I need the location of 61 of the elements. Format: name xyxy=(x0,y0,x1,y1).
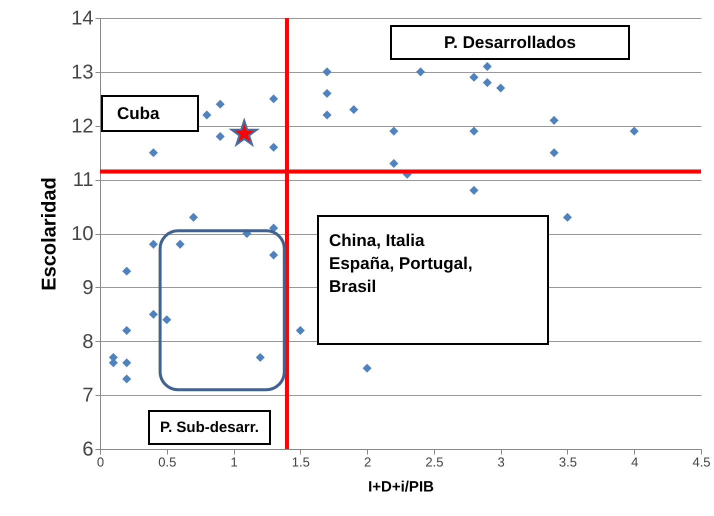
point xyxy=(269,250,278,260)
point xyxy=(122,266,132,276)
point xyxy=(122,358,132,368)
x-axis-title: I+D+i/PIB xyxy=(368,478,434,496)
y-tick-label: 12 xyxy=(71,115,94,138)
point xyxy=(148,310,158,319)
y-tick-label: 8 xyxy=(82,330,94,353)
point xyxy=(148,240,158,249)
point xyxy=(216,132,225,141)
point xyxy=(202,110,212,120)
point xyxy=(496,84,506,93)
point xyxy=(176,240,185,249)
point xyxy=(162,315,172,324)
point xyxy=(630,126,639,136)
point xyxy=(122,374,132,384)
point xyxy=(550,148,559,158)
text-box: P. Desarrollados xyxy=(390,25,630,60)
text-box: P. Sub-desarr. xyxy=(148,410,271,445)
y-tick-label: 10 xyxy=(71,223,94,245)
point xyxy=(550,116,559,125)
point xyxy=(322,110,332,120)
x-tick-label: 0.5 xyxy=(158,454,176,470)
x-tick-label: 3.5 xyxy=(558,454,577,470)
point xyxy=(322,88,332,98)
x-tick-label: 0 xyxy=(96,454,104,470)
point xyxy=(269,94,278,104)
point xyxy=(562,212,572,222)
point xyxy=(122,326,132,335)
point xyxy=(216,100,225,109)
point xyxy=(389,126,398,136)
y-tick-label: 14 xyxy=(71,8,94,30)
x-tick-label: 1 xyxy=(230,454,238,470)
y-tick-label: 6 xyxy=(82,438,94,460)
x-tick-label: 4 xyxy=(631,454,638,470)
label-box: Cuba xyxy=(101,95,199,132)
x-tick-label: 1.5 xyxy=(292,454,310,470)
y-axis-title: Escolaridad xyxy=(38,177,60,291)
text-box: China, Italia España, Portugal, Brasil xyxy=(317,215,549,345)
point xyxy=(349,105,358,114)
x-tick-label: 4.5 xyxy=(692,454,711,470)
point xyxy=(189,212,198,222)
y-tick-label: 9 xyxy=(82,276,94,299)
point xyxy=(256,352,265,362)
point xyxy=(389,158,398,168)
point xyxy=(322,67,332,76)
x-tick-label: 3 xyxy=(498,454,505,470)
y-tick-label: 13 xyxy=(71,61,94,84)
x-tick-label: 2.5 xyxy=(425,454,444,470)
y-tick-label: 7 xyxy=(82,384,94,407)
point xyxy=(469,126,478,136)
y-tick-label: 11 xyxy=(72,169,94,192)
point xyxy=(482,78,492,88)
point xyxy=(296,326,305,335)
point xyxy=(148,148,158,158)
point xyxy=(469,186,478,195)
point xyxy=(362,364,372,373)
point xyxy=(269,142,278,152)
point xyxy=(469,72,478,82)
point xyxy=(482,62,492,71)
point xyxy=(416,67,426,76)
x-tick-label: 2 xyxy=(364,454,372,470)
